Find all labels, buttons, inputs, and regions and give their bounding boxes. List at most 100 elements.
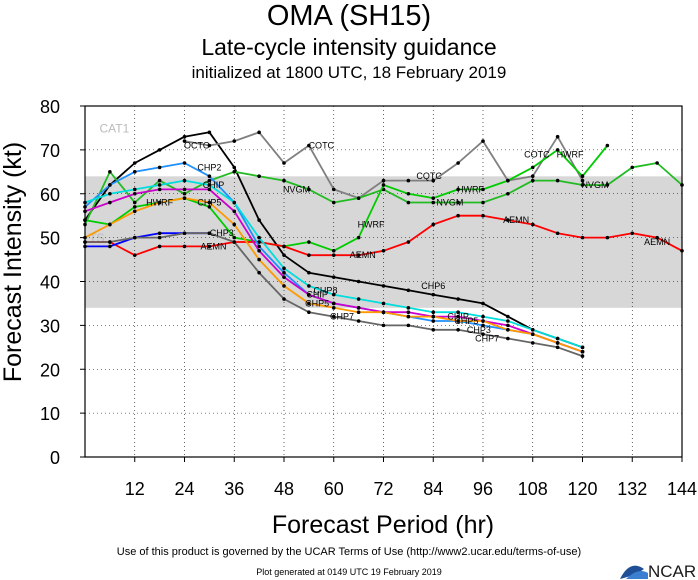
point-hwrf-120 [580, 174, 585, 178]
point-octo-24 [182, 134, 187, 139]
x-tick-36: 36 [224, 479, 244, 499]
point-chip-42 [257, 248, 261, 253]
x-tick-108: 108 [518, 479, 548, 499]
point-chp2-48 [282, 270, 286, 275]
point-aemn-108 [530, 222, 535, 227]
series-label-nvgm-1: NVGM [436, 198, 463, 208]
x-tick-96: 96 [473, 479, 493, 499]
point-chp7-78 [406, 323, 411, 328]
point-chp3-6 [108, 244, 112, 249]
point-chp5-66 [356, 310, 361, 315]
point-nvgm-24 [182, 191, 187, 196]
point-chip-90 [456, 314, 460, 319]
point-chp5-120 [580, 349, 585, 354]
point-chp8-84 [431, 310, 436, 315]
point-chp5-114 [555, 341, 560, 345]
point-nvgm-30 [207, 178, 212, 183]
series-label-cotc-0: COTC [309, 140, 335, 150]
point-hwrf-102 [506, 178, 510, 183]
y-tick-50: 50 [40, 229, 60, 249]
point-chp2-84 [431, 319, 436, 323]
point-chp5-96 [481, 319, 485, 323]
x-tick-120: 120 [567, 479, 597, 499]
point-chp8-90 [456, 310, 460, 315]
point-chp7-66 [356, 319, 361, 323]
x-tick-12: 12 [125, 479, 145, 499]
point-cotc-36 [232, 139, 237, 143]
band-label-cat1: CAT1 [100, 121, 130, 135]
point-nvgm-48 [282, 178, 286, 183]
series-label-nvgm-2: NVGM [581, 180, 608, 190]
point-nvgm-132 [630, 165, 635, 170]
point-chp8-42 [257, 235, 261, 240]
point-chp7-6 [108, 240, 112, 244]
y-tick-80: 80 [40, 97, 60, 117]
point-octo-12 [132, 161, 137, 165]
point-nvgm-126 [605, 183, 610, 187]
point-chip-66 [356, 306, 361, 310]
point-nvgm-84 [431, 200, 436, 205]
point-hwrf-108 [530, 165, 535, 170]
point-hwrf-96 [481, 187, 485, 192]
point-chp7-72 [381, 323, 386, 328]
series-label-chp7-1: CHP7 [475, 334, 499, 344]
point-aemn-126 [605, 235, 610, 240]
point-aemn-48 [282, 244, 286, 249]
series-lines [83, 130, 684, 358]
y-tick-20: 20 [40, 360, 60, 380]
point-chp8-60 [331, 292, 336, 297]
point-nvgm-138 [655, 161, 659, 165]
point-hwrf-36 [232, 235, 237, 240]
point-cotc-84 [431, 178, 436, 183]
point-hwrf-60 [331, 248, 336, 253]
series-label-chp3-0: CHP3 [210, 228, 234, 238]
point-hwrf-54 [307, 240, 311, 244]
point-aemn-42 [257, 240, 261, 244]
point-nvgm-12 [132, 200, 137, 205]
point-octo-60 [331, 275, 336, 279]
point-chp8-72 [381, 301, 386, 306]
point-cotc-108 [530, 174, 535, 178]
y-axis-label: Forecast Intensity (kt) [0, 142, 27, 382]
point-chp8-36 [232, 200, 237, 205]
point-chp8-120 [580, 345, 585, 350]
series-label-aemn-0: AEMN [201, 241, 227, 251]
point-cotc-114 [555, 134, 560, 139]
point-chp7-36 [232, 240, 237, 244]
point-chp7-12 [132, 235, 137, 240]
point-cotc-72 [381, 178, 386, 183]
y-tick-0: 0 [50, 448, 60, 468]
y-tick-labels: 0 10 20 30 40 50 60 70 80 [40, 97, 85, 468]
point-chp7-96 [481, 332, 485, 336]
point-octo-72 [381, 284, 386, 288]
point-nvgm-36 [232, 170, 237, 174]
point-nvgm-108 [530, 178, 535, 183]
point-aemn-12 [132, 253, 137, 257]
point-cotc-42 [257, 130, 261, 135]
band-label-ts: TS [89, 231, 104, 245]
point-octo-48 [282, 253, 286, 257]
point-chp7-48 [282, 297, 286, 301]
point-chip-54 [307, 292, 311, 297]
point-nvgm-6 [108, 170, 112, 174]
chart-subtitle: Late-cycle intensity guidance [201, 34, 497, 60]
point-chp5-12 [132, 209, 137, 214]
terms-of-use: Use of this product is governed by the U… [116, 546, 582, 558]
series-label-hwrf-3: HWRF [557, 149, 584, 159]
point-aemn-30 [207, 244, 212, 249]
point-chp7-90 [456, 327, 460, 332]
point-chp5-42 [257, 257, 261, 262]
x-tick-132: 132 [617, 479, 647, 499]
series-label-cotc-2: COTC [524, 149, 550, 159]
point-cotc-24 [182, 139, 187, 143]
point-chp5-6 [108, 222, 112, 227]
point-aemn-102 [506, 218, 510, 222]
point-octo-90 [456, 297, 460, 301]
x-tick-24: 24 [174, 479, 194, 499]
series-label-aemn-3: AEMN [644, 237, 670, 247]
point-cotc-54 [307, 143, 311, 148]
series-label-chip-0: CHIP [203, 180, 225, 190]
point-chp8-102 [506, 319, 510, 323]
point-octo-66 [356, 279, 361, 284]
point-nvgm-102 [506, 191, 510, 196]
